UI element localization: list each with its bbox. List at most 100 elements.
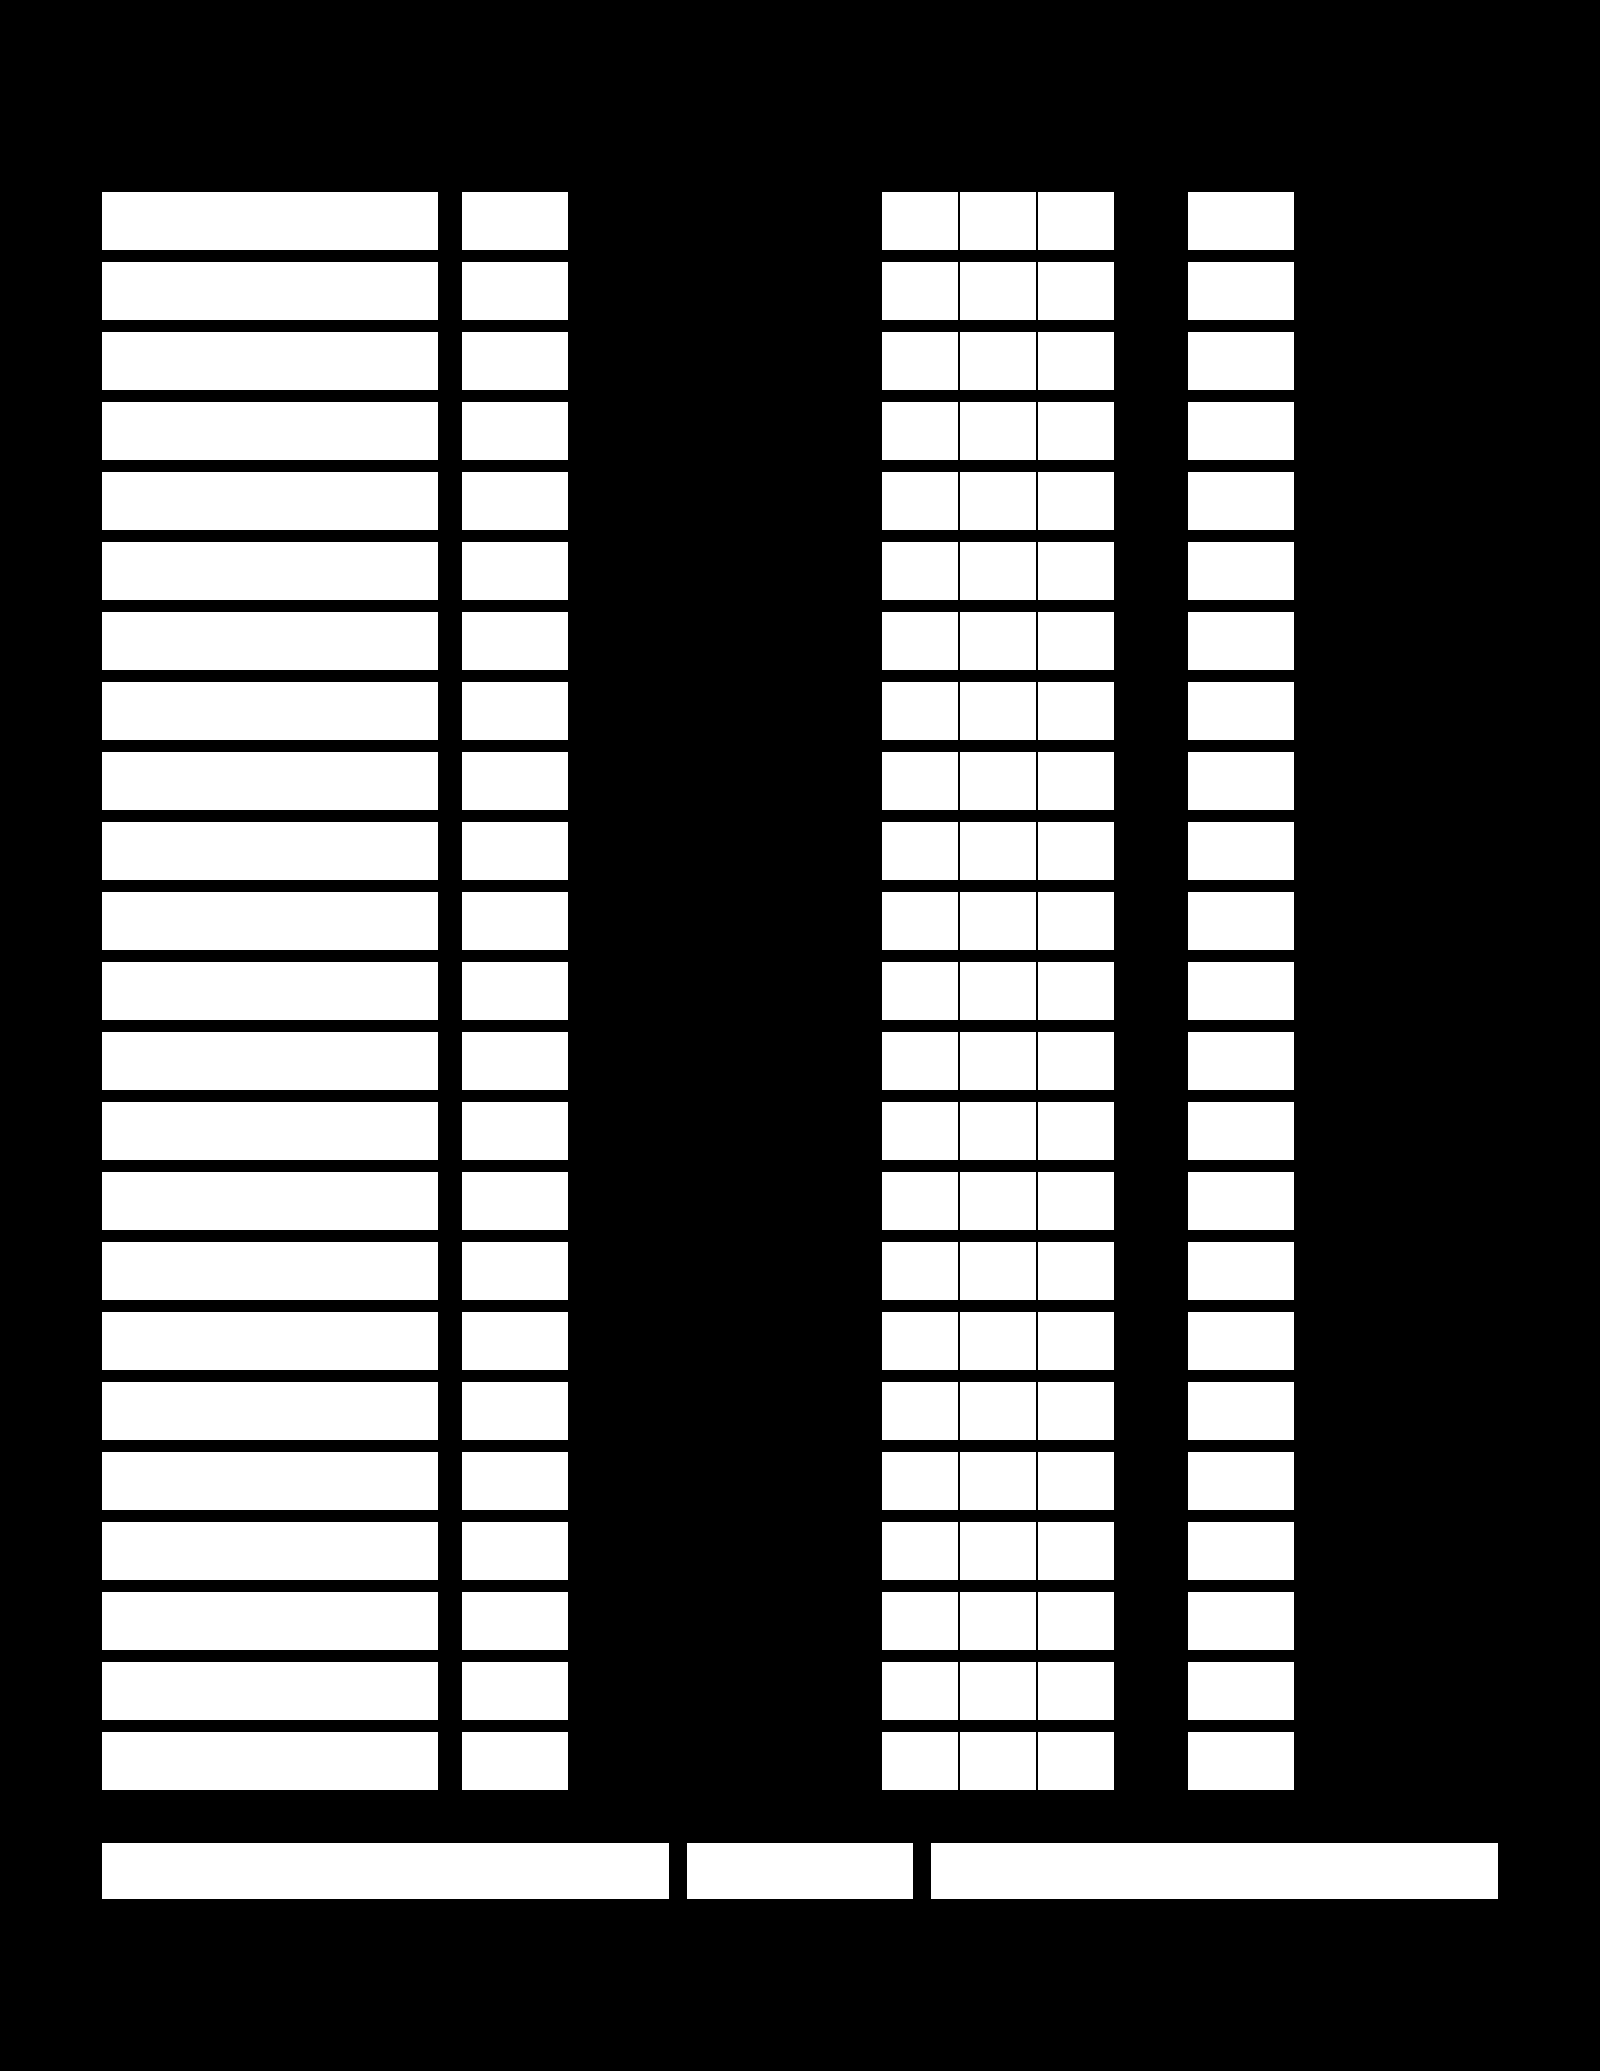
right-cell-c[interactable] bbox=[1036, 1520, 1116, 1582]
right-total-cell[interactable] bbox=[1186, 820, 1296, 882]
right-cell-c[interactable] bbox=[1036, 400, 1116, 462]
right-total-cell[interactable] bbox=[1186, 750, 1296, 812]
right-cell-b[interactable] bbox=[958, 1170, 1038, 1232]
right-cell-a[interactable] bbox=[880, 190, 960, 252]
right-cell-c[interactable] bbox=[1036, 1100, 1116, 1162]
right-cell-b[interactable] bbox=[958, 260, 1038, 322]
right-cell-b[interactable] bbox=[958, 890, 1038, 952]
right-total-cell[interactable] bbox=[1186, 680, 1296, 742]
right-cell-c[interactable] bbox=[1036, 1310, 1116, 1372]
right-total-cell[interactable] bbox=[1186, 330, 1296, 392]
footer-cell-2[interactable] bbox=[685, 1841, 916, 1901]
left-label-cell[interactable] bbox=[100, 470, 440, 532]
left-value-cell[interactable] bbox=[460, 470, 570, 532]
right-total-cell[interactable] bbox=[1186, 1730, 1296, 1792]
left-label-cell[interactable] bbox=[100, 820, 440, 882]
left-value-cell[interactable] bbox=[460, 1730, 570, 1792]
right-cell-b[interactable] bbox=[958, 960, 1038, 1022]
right-cell-b[interactable] bbox=[958, 1450, 1038, 1512]
left-label-cell[interactable] bbox=[100, 1100, 440, 1162]
right-total-cell[interactable] bbox=[1186, 540, 1296, 602]
right-cell-b[interactable] bbox=[958, 1030, 1038, 1092]
right-cell-b[interactable] bbox=[958, 1730, 1038, 1792]
right-total-cell[interactable] bbox=[1186, 1590, 1296, 1652]
left-value-cell[interactable] bbox=[460, 1170, 570, 1232]
right-cell-a[interactable] bbox=[880, 470, 960, 532]
left-label-cell[interactable] bbox=[100, 680, 440, 742]
right-total-cell[interactable] bbox=[1186, 1380, 1296, 1442]
right-total-cell[interactable] bbox=[1186, 400, 1296, 462]
left-value-cell[interactable] bbox=[460, 1380, 570, 1442]
right-cell-a[interactable] bbox=[880, 540, 960, 602]
right-total-cell[interactable] bbox=[1186, 890, 1296, 952]
left-label-cell[interactable] bbox=[100, 1450, 440, 1512]
left-label-cell[interactable] bbox=[100, 1730, 440, 1792]
right-cell-b[interactable] bbox=[958, 610, 1038, 672]
left-label-cell[interactable] bbox=[100, 890, 440, 952]
right-total-cell[interactable] bbox=[1186, 1310, 1296, 1372]
right-cell-c[interactable] bbox=[1036, 820, 1116, 882]
right-cell-c[interactable] bbox=[1036, 1730, 1116, 1792]
right-cell-a[interactable] bbox=[880, 330, 960, 392]
right-cell-b[interactable] bbox=[958, 680, 1038, 742]
right-cell-a[interactable] bbox=[880, 1310, 960, 1372]
right-cell-c[interactable] bbox=[1036, 1450, 1116, 1512]
left-value-cell[interactable] bbox=[460, 890, 570, 952]
left-value-cell[interactable] bbox=[460, 1520, 570, 1582]
right-cell-c[interactable] bbox=[1036, 750, 1116, 812]
left-value-cell[interactable] bbox=[460, 260, 570, 322]
left-value-cell[interactable] bbox=[460, 1590, 570, 1652]
footer-cell-1[interactable] bbox=[100, 1841, 671, 1901]
right-cell-b[interactable] bbox=[958, 1590, 1038, 1652]
right-cell-a[interactable] bbox=[880, 1030, 960, 1092]
right-cell-a[interactable] bbox=[880, 680, 960, 742]
right-cell-c[interactable] bbox=[1036, 1590, 1116, 1652]
right-total-cell[interactable] bbox=[1186, 1100, 1296, 1162]
right-cell-c[interactable] bbox=[1036, 540, 1116, 602]
right-cell-b[interactable] bbox=[958, 470, 1038, 532]
left-label-cell[interactable] bbox=[100, 400, 440, 462]
left-value-cell[interactable] bbox=[460, 1240, 570, 1302]
right-cell-a[interactable] bbox=[880, 400, 960, 462]
left-value-cell[interactable] bbox=[460, 960, 570, 1022]
left-value-cell[interactable] bbox=[460, 1310, 570, 1372]
right-cell-a[interactable] bbox=[880, 820, 960, 882]
left-label-cell[interactable] bbox=[100, 1240, 440, 1302]
left-value-cell[interactable] bbox=[460, 680, 570, 742]
right-total-cell[interactable] bbox=[1186, 470, 1296, 532]
right-total-cell[interactable] bbox=[1186, 960, 1296, 1022]
left-value-cell[interactable] bbox=[460, 820, 570, 882]
left-value-cell[interactable] bbox=[460, 400, 570, 462]
left-label-cell[interactable] bbox=[100, 1520, 440, 1582]
right-total-cell[interactable] bbox=[1186, 1450, 1296, 1512]
left-label-cell[interactable] bbox=[100, 960, 440, 1022]
right-cell-a[interactable] bbox=[880, 1520, 960, 1582]
right-cell-a[interactable] bbox=[880, 750, 960, 812]
right-cell-c[interactable] bbox=[1036, 1660, 1116, 1722]
footer-cell-3[interactable] bbox=[929, 1841, 1500, 1901]
right-cell-a[interactable] bbox=[880, 1450, 960, 1512]
right-total-cell[interactable] bbox=[1186, 1030, 1296, 1092]
right-cell-b[interactable] bbox=[958, 190, 1038, 252]
right-cell-c[interactable] bbox=[1036, 470, 1116, 532]
right-cell-a[interactable] bbox=[880, 1100, 960, 1162]
right-cell-b[interactable] bbox=[958, 330, 1038, 392]
right-cell-c[interactable] bbox=[1036, 610, 1116, 672]
left-label-cell[interactable] bbox=[100, 1030, 440, 1092]
right-cell-b[interactable] bbox=[958, 400, 1038, 462]
left-label-cell[interactable] bbox=[100, 1170, 440, 1232]
left-label-cell[interactable] bbox=[100, 1590, 440, 1652]
right-cell-b[interactable] bbox=[958, 1660, 1038, 1722]
left-label-cell[interactable] bbox=[100, 330, 440, 392]
left-value-cell[interactable] bbox=[460, 610, 570, 672]
right-cell-a[interactable] bbox=[880, 1730, 960, 1792]
right-total-cell[interactable] bbox=[1186, 1170, 1296, 1232]
right-total-cell[interactable] bbox=[1186, 1520, 1296, 1582]
left-label-cell[interactable] bbox=[100, 1660, 440, 1722]
right-total-cell[interactable] bbox=[1186, 1240, 1296, 1302]
right-cell-b[interactable] bbox=[958, 1520, 1038, 1582]
right-cell-c[interactable] bbox=[1036, 1170, 1116, 1232]
left-value-cell[interactable] bbox=[460, 330, 570, 392]
right-cell-c[interactable] bbox=[1036, 1030, 1116, 1092]
right-cell-a[interactable] bbox=[880, 1170, 960, 1232]
